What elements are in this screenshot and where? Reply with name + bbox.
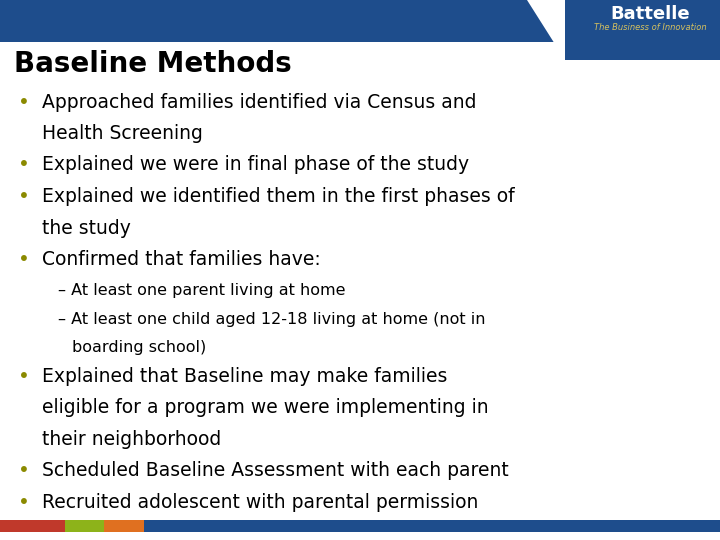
Text: boarding school): boarding school): [72, 340, 206, 355]
Polygon shape: [527, 0, 565, 60]
Text: Explained we identified them in the first phases of: Explained we identified them in the firs…: [42, 187, 515, 206]
Text: Health Screening: Health Screening: [42, 124, 203, 143]
Text: •: •: [18, 367, 30, 386]
Text: their neighborhood: their neighborhood: [42, 429, 221, 449]
Text: •: •: [18, 250, 30, 269]
Text: Battelle: Battelle: [611, 5, 690, 23]
Text: Explained that Baseline may make families: Explained that Baseline may make familie…: [42, 367, 447, 386]
Text: – At least one child aged 12-18 living at home (not in: – At least one child aged 12-18 living a…: [58, 312, 485, 327]
Text: •: •: [18, 156, 30, 174]
Text: – At least one parent living at home: – At least one parent living at home: [58, 284, 346, 299]
FancyBboxPatch shape: [0, 0, 720, 42]
FancyBboxPatch shape: [65, 520, 104, 532]
Text: The Business of Innovation: The Business of Innovation: [594, 24, 707, 32]
Text: Recruited adolescent with parental permission: Recruited adolescent with parental permi…: [42, 492, 478, 511]
Text: Confirmed that families have:: Confirmed that families have:: [42, 250, 320, 269]
Text: •: •: [18, 461, 30, 480]
Text: •: •: [18, 187, 30, 206]
Text: •: •: [18, 492, 30, 511]
Text: Baseline Methods: Baseline Methods: [14, 50, 292, 78]
FancyBboxPatch shape: [0, 520, 65, 532]
Text: •: •: [18, 92, 30, 111]
Text: 79: 79: [698, 521, 712, 531]
Text: Scheduled Baseline Assessment with each parent: Scheduled Baseline Assessment with each …: [42, 461, 509, 480]
FancyBboxPatch shape: [144, 520, 720, 532]
Text: the study: the study: [42, 219, 131, 238]
FancyBboxPatch shape: [104, 520, 144, 532]
Text: Explained we were in final phase of the study: Explained we were in final phase of the …: [42, 156, 469, 174]
FancyBboxPatch shape: [565, 0, 720, 60]
Text: Approached families identified via Census and: Approached families identified via Censu…: [42, 92, 477, 111]
Text: eligible for a program we were implementing in: eligible for a program we were implement…: [42, 398, 489, 417]
